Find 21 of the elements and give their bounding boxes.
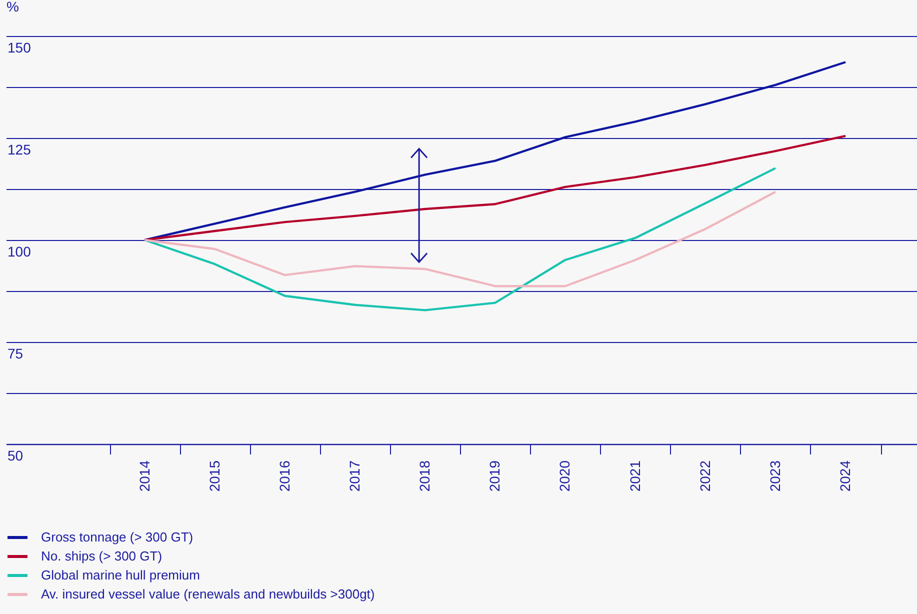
x-tick-label: 2017	[346, 460, 362, 492]
x-tick-label: 2019	[486, 460, 503, 492]
y-tick-label: 100	[8, 244, 32, 260]
x-tick-label: 2016	[276, 460, 292, 492]
legend-label: Global marine hull premium	[41, 568, 200, 582]
x-tick-label: 2018	[416, 460, 433, 492]
x-tick-label: 2023	[766, 460, 783, 492]
legend-label: Gross tonnage (> 300 GT)	[41, 530, 194, 544]
x-tick-label: 2022	[696, 460, 713, 492]
x-tick-label: 2020	[556, 460, 573, 492]
x-tick-label: 2021	[626, 460, 643, 492]
x-tick-label: 2014	[136, 460, 152, 492]
legend-label: Av. insured vessel value (renewals and newbuilds >300gt)	[41, 586, 375, 602]
y-tick-label: 75	[8, 346, 24, 362]
x-tick-label: 2015	[206, 460, 222, 492]
x-tick-label: 2024	[837, 460, 854, 492]
y-tick-label: 50	[8, 448, 24, 464]
y-tick-label: 125	[8, 142, 32, 158]
y-tick-label: 150	[8, 40, 32, 56]
y-axis-title: %	[6, 0, 19, 14]
legend-label: No. ships (> 300 GT)	[41, 548, 162, 564]
